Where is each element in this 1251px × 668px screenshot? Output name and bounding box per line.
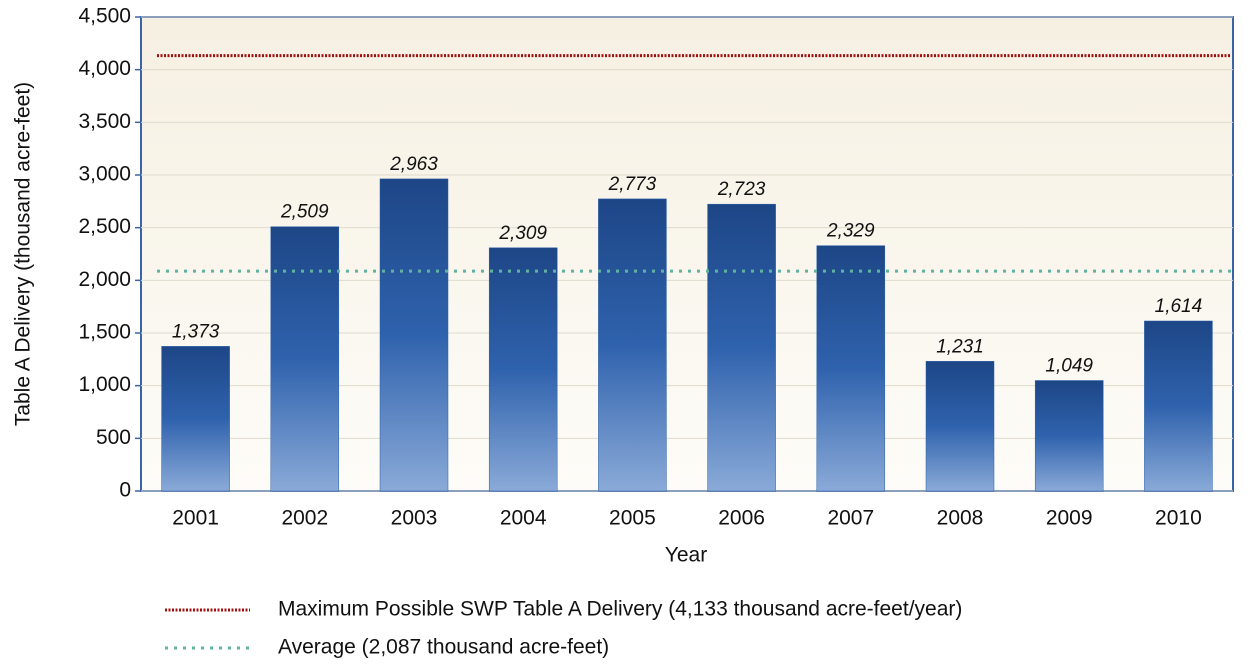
bar — [598, 198, 667, 492]
bar — [1034, 380, 1104, 492]
value-label: 1,049 — [1045, 356, 1093, 377]
x-tick-label: 2007 — [827, 507, 874, 530]
x-tick-label: 2005 — [609, 507, 656, 530]
value-label: 2,963 — [389, 154, 438, 175]
bar — [816, 245, 886, 492]
bar — [488, 247, 558, 492]
y-tick-label: 1,500 — [78, 321, 131, 344]
value-label: 1,231 — [936, 336, 984, 357]
x-tick-label: 2010 — [1155, 507, 1202, 530]
bar — [161, 346, 230, 492]
y-tick-label: 2,000 — [78, 268, 131, 291]
x-tick-label: 2003 — [391, 507, 438, 530]
y-tick-label: 1,000 — [78, 373, 131, 396]
x-tick-label: 2004 — [500, 507, 547, 530]
y-tick-label: 500 — [96, 426, 131, 449]
y-tick-label: 4,000 — [78, 57, 131, 80]
y-axis-label: Table A Delivery (thousand acre-feet) — [12, 82, 35, 426]
y-tick-label: 0 — [119, 479, 131, 502]
y-tick-label: 3,500 — [78, 110, 131, 133]
x-tick-label: 2006 — [718, 507, 765, 530]
y-tick-label: 4,500 — [78, 5, 131, 28]
x-tick-label: 2009 — [1046, 507, 1093, 530]
bar — [270, 226, 340, 492]
legend-label: Maximum Possible SWP Table A Delivery (4… — [278, 598, 962, 621]
bar — [925, 361, 995, 492]
value-label: 2,309 — [498, 223, 547, 244]
bar — [379, 178, 449, 492]
value-label: 1,373 — [172, 321, 220, 342]
x-tick-label: 2008 — [937, 507, 984, 530]
y-tick-label: 3,000 — [78, 163, 131, 186]
bar — [707, 203, 776, 492]
value-label: 2,773 — [608, 174, 657, 195]
y-tick-label: 2,500 — [78, 215, 131, 238]
x-tick-label: 2002 — [281, 507, 328, 530]
legend-label: Average (2,087 thousand acre-feet) — [278, 636, 609, 659]
value-label: 2,329 — [826, 221, 875, 242]
value-label: 1,614 — [1155, 296, 1203, 317]
x-axis-label: Year — [665, 544, 707, 567]
bar — [1144, 320, 1213, 492]
x-tick-label: 2001 — [172, 507, 219, 530]
value-label: 2,509 — [280, 202, 329, 223]
value-label: 2,723 — [717, 179, 766, 200]
